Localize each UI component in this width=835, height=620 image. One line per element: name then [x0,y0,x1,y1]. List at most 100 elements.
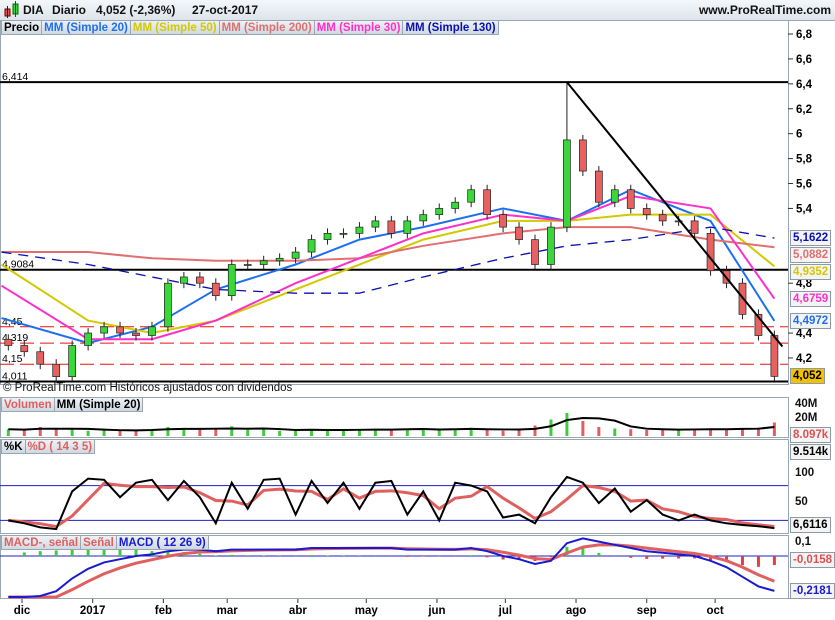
ma-value-label: 5,1622 [790,230,832,247]
legend-item[interactable]: MM (Simple 50) [129,20,220,35]
volume-last-value: 8.097k [790,427,832,443]
candle [291,251,300,259]
volume-ma-line [8,416,775,432]
macd-histogram-bar [134,549,138,556]
legend-item[interactable]: MM (Simple 30) [313,20,404,35]
macd-legend: MACD-, señal Señal MACD ( 12 26 9) [1,535,209,550]
volume-bar [102,430,106,436]
volume-bar [405,429,409,436]
volume-ma-value: 9.514k [790,444,832,460]
candle [307,239,316,253]
legend-item[interactable]: MM (Simple 20) [41,20,131,35]
volume-bar [341,430,345,436]
candle [4,338,13,346]
candle [180,276,188,284]
time-tick-label: sep [637,605,657,617]
legend-item[interactable]: Volumen [1,397,55,412]
candle [355,226,364,234]
candle [579,139,587,172]
candle [211,282,220,297]
candle [371,220,380,228]
moving-average-line [0,194,776,341]
quote: 4,052 (-2,36%) [96,3,176,17]
macd-histogram-bar [38,551,42,556]
price-tick-label: 4,2 [796,353,812,365]
candle [116,326,124,334]
candle [36,351,45,365]
legend-item[interactable]: MM (Simple 200) [218,20,315,35]
volume-bar [469,427,473,436]
macd-histogram-bar [549,556,553,558]
volume-bar [549,419,553,436]
volume-bar [246,430,250,436]
legend-item[interactable]: MM (Simple 130) [402,20,499,35]
site-link[interactable]: www.ProRealTime.com [698,3,831,17]
candle [594,170,603,203]
candle [435,208,444,216]
stochastic-legend: %K %D ( 14 3 5) [1,439,96,454]
candle [610,189,619,203]
candle [531,239,539,265]
candle [499,214,507,228]
volume-bar [709,429,713,436]
ma-value-label: 4,6759 [790,290,832,307]
candle [132,332,140,336]
candle [164,282,172,328]
panel-frame [0,439,789,534]
legend-item[interactable]: MACD-, señal [1,535,82,550]
volume-bar [501,430,505,436]
price-tick-label: 6,6 [796,54,812,66]
time-tick-label: ago [566,605,586,617]
volume-bar [54,428,58,436]
macd-histogram-bar [581,547,585,556]
legend-item[interactable]: Precio [1,20,43,35]
panel-frame [0,397,789,438]
candle [323,233,332,240]
legend-item[interactable]: MACD ( 12 26 9) [115,535,209,550]
macd-histogram-bar [469,555,473,556]
ma-value-label: 4,9352 [790,264,832,281]
macd-histogram-bar [22,552,26,556]
price-tick-label: 5,4 [796,203,813,215]
candle [227,264,236,297]
price-tick-label: 6,8 [796,29,813,41]
period: Diario [52,3,87,17]
time-tick-label: dic [14,605,31,617]
price-tick-label: 6 [796,129,802,141]
volume-bar [118,430,122,436]
moving-average-line [1,226,775,262]
volume-bar [214,428,218,436]
volume-bar [581,421,585,436]
volume-bar [22,430,26,436]
moving-average-line [1,188,776,345]
legend-item[interactable]: %K [1,439,26,454]
level-label: 6,414 [2,71,28,83]
volume-bar [677,430,681,436]
candle [20,345,29,353]
volume-bar [597,427,601,436]
legend-item[interactable]: Señal [80,535,117,550]
macd-histogram-bar [661,556,665,559]
volume-bar [661,429,665,436]
volume-bar [565,413,569,436]
candle [339,233,348,235]
macd-histogram-bar [118,547,122,556]
volume-tick: 20M [795,412,818,424]
legend-item[interactable]: MM (Simple 20) [53,397,144,412]
legend-item[interactable]: %D ( 14 3 5) [24,439,96,454]
volume-bar [389,430,393,436]
volume-bar [262,429,266,436]
macd-histogram-bar [405,556,409,557]
macd-histogram-bar [166,551,170,556]
macd-histogram-bar [517,556,521,560]
macd-tick: 0,1 [795,536,811,548]
price-tick-label: 5,6 [796,179,812,191]
macd-histogram-bar [310,555,314,556]
volume-bar [693,428,697,436]
stoch-k-value: 6,6116 [790,517,831,533]
volume-legend: Volumen MM (Simple 20) [1,397,144,412]
volume-bar [756,427,760,436]
candle [419,214,428,222]
